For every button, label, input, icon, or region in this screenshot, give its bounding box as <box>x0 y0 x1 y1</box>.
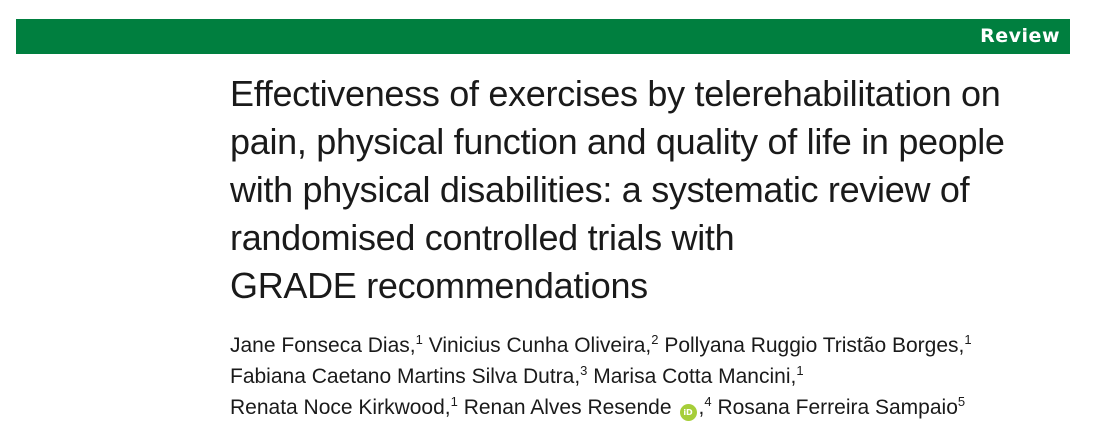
article-type-label: Review <box>980 25 1060 47</box>
affiliation-marker: 5 <box>957 394 966 409</box>
affiliation-marker: 3 <box>580 363 588 378</box>
author-name: Renata Noce Kirkwood, <box>230 396 451 419</box>
article-title: Effectiveness of exercises by telerehabi… <box>230 70 1090 310</box>
author-name: Fabiana Caetano Martins Silva Dutra, <box>230 365 581 388</box>
author-name: Marisa Cotta Mancini, <box>593 365 797 388</box>
orcid-icon[interactable]: iD <box>679 404 697 421</box>
title-line: randomised controlled trials with <box>230 217 735 258</box>
title-line: with physical disabilities: a systematic… <box>230 169 970 210</box>
author-line: Jane Fonseca Dias,1 Vinicius Cunha Olive… <box>230 330 1090 361</box>
title-line: GRADE recommendations <box>230 265 648 306</box>
author-name: Renan Alves Resende <box>463 396 672 419</box>
affiliation-marker: 1 <box>415 332 423 347</box>
author-name: Vinicius Cunha Oliveira, <box>428 334 652 357</box>
affiliation-marker: 1 <box>450 394 458 409</box>
title-line: Effectiveness of exercises by telerehabi… <box>230 73 1001 114</box>
author-line: Fabiana Caetano Martins Silva Dutra,3 Ma… <box>230 361 1090 392</box>
author-name: Rosana Ferreira Sampaio <box>717 396 958 419</box>
title-line: pain, physical function and quality of l… <box>230 121 1005 162</box>
affiliation-marker: 4 <box>704 394 712 409</box>
author-list: Jane Fonseca Dias,1 Vinicius Cunha Olive… <box>230 330 1090 423</box>
affiliation-marker: 1 <box>964 332 972 347</box>
author-line: Renata Noce Kirkwood,1 Renan Alves Resen… <box>230 392 1090 423</box>
article-type-banner: Review <box>16 19 1070 54</box>
affiliation-marker: 2 <box>651 332 659 347</box>
author-name: Pollyana Ruggio Tristão Borges, <box>664 334 965 357</box>
author-separator: , <box>698 396 705 419</box>
author-name: Jane Fonseca Dias, <box>230 334 416 357</box>
affiliation-marker: 1 <box>796 363 804 378</box>
